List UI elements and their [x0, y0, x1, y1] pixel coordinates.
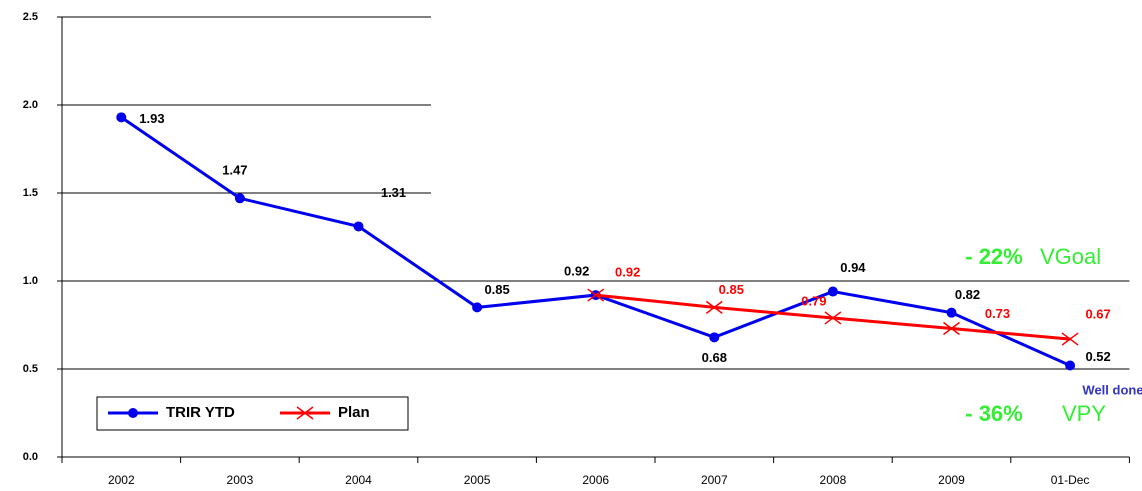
point	[472, 302, 483, 313]
point	[116, 112, 127, 123]
data-label: 0.68	[702, 350, 727, 365]
x-tick-label: 2006	[582, 473, 609, 487]
plot: 0.0 0.5 1.0 1.5 2.0 2.5 2002 2003 2004 2005 2006 20…	[23, 11, 1130, 487]
data-label: 0.67	[1085, 307, 1110, 322]
x-tick-label: 2005	[464, 473, 491, 487]
annotation: - 36%	[965, 401, 1022, 426]
y-tick-label: 2.0	[23, 99, 38, 111]
point	[827, 286, 838, 297]
data-label: 1.93	[139, 111, 164, 126]
data-label: 1.47	[222, 163, 247, 178]
point	[943, 321, 960, 336]
point	[824, 311, 842, 325]
y-tick-label: 2.5	[23, 11, 38, 23]
x-tick-label: 2009	[938, 473, 965, 487]
data-label: 0.73	[985, 306, 1010, 321]
x-tick-label: 2004	[345, 473, 372, 487]
y-tick-label: 1.0	[23, 275, 38, 287]
x-tick-label: 2008	[820, 473, 847, 487]
point	[946, 307, 957, 318]
y-tick-label: 1.5	[23, 187, 38, 199]
annotation: - 22%	[965, 244, 1022, 269]
data-label: 0.79	[801, 293, 826, 308]
data-label: 0.52	[1085, 349, 1110, 364]
data-label: 0.94	[840, 260, 866, 275]
y-tick-label: 0.5	[23, 363, 38, 375]
point	[705, 300, 723, 314]
data-label: 0.92	[615, 265, 640, 280]
legend-marker	[296, 406, 314, 420]
annotation: VPY	[1062, 401, 1106, 426]
point	[1065, 360, 1076, 371]
x-tick-label: 2007	[701, 473, 728, 487]
annotation: Well done	[1082, 382, 1142, 397]
point	[1061, 332, 1079, 346]
legend	[96, 396, 409, 431]
point	[234, 193, 245, 204]
x-tick-label: 2003	[227, 473, 254, 487]
data-label: 0.85	[719, 282, 744, 297]
y-tick-label: 0.0	[23, 451, 38, 463]
point	[709, 332, 720, 343]
data-label: 0.82	[955, 287, 980, 302]
data-label: 0.92	[564, 264, 589, 279]
annotation: VGoal	[1040, 244, 1101, 269]
x-tick-label: 01-Dec	[1051, 473, 1090, 487]
point	[587, 288, 605, 302]
data-label: 1.31	[381, 185, 406, 200]
legend-label: TRIR YTD	[166, 404, 235, 421]
point	[353, 221, 364, 232]
data-label: 0.85	[484, 282, 509, 297]
legend-marker	[128, 408, 138, 418]
legend-label: Plan	[338, 404, 370, 421]
x-tick-label: 2002	[108, 473, 135, 487]
mask	[431, 0, 1142, 250]
